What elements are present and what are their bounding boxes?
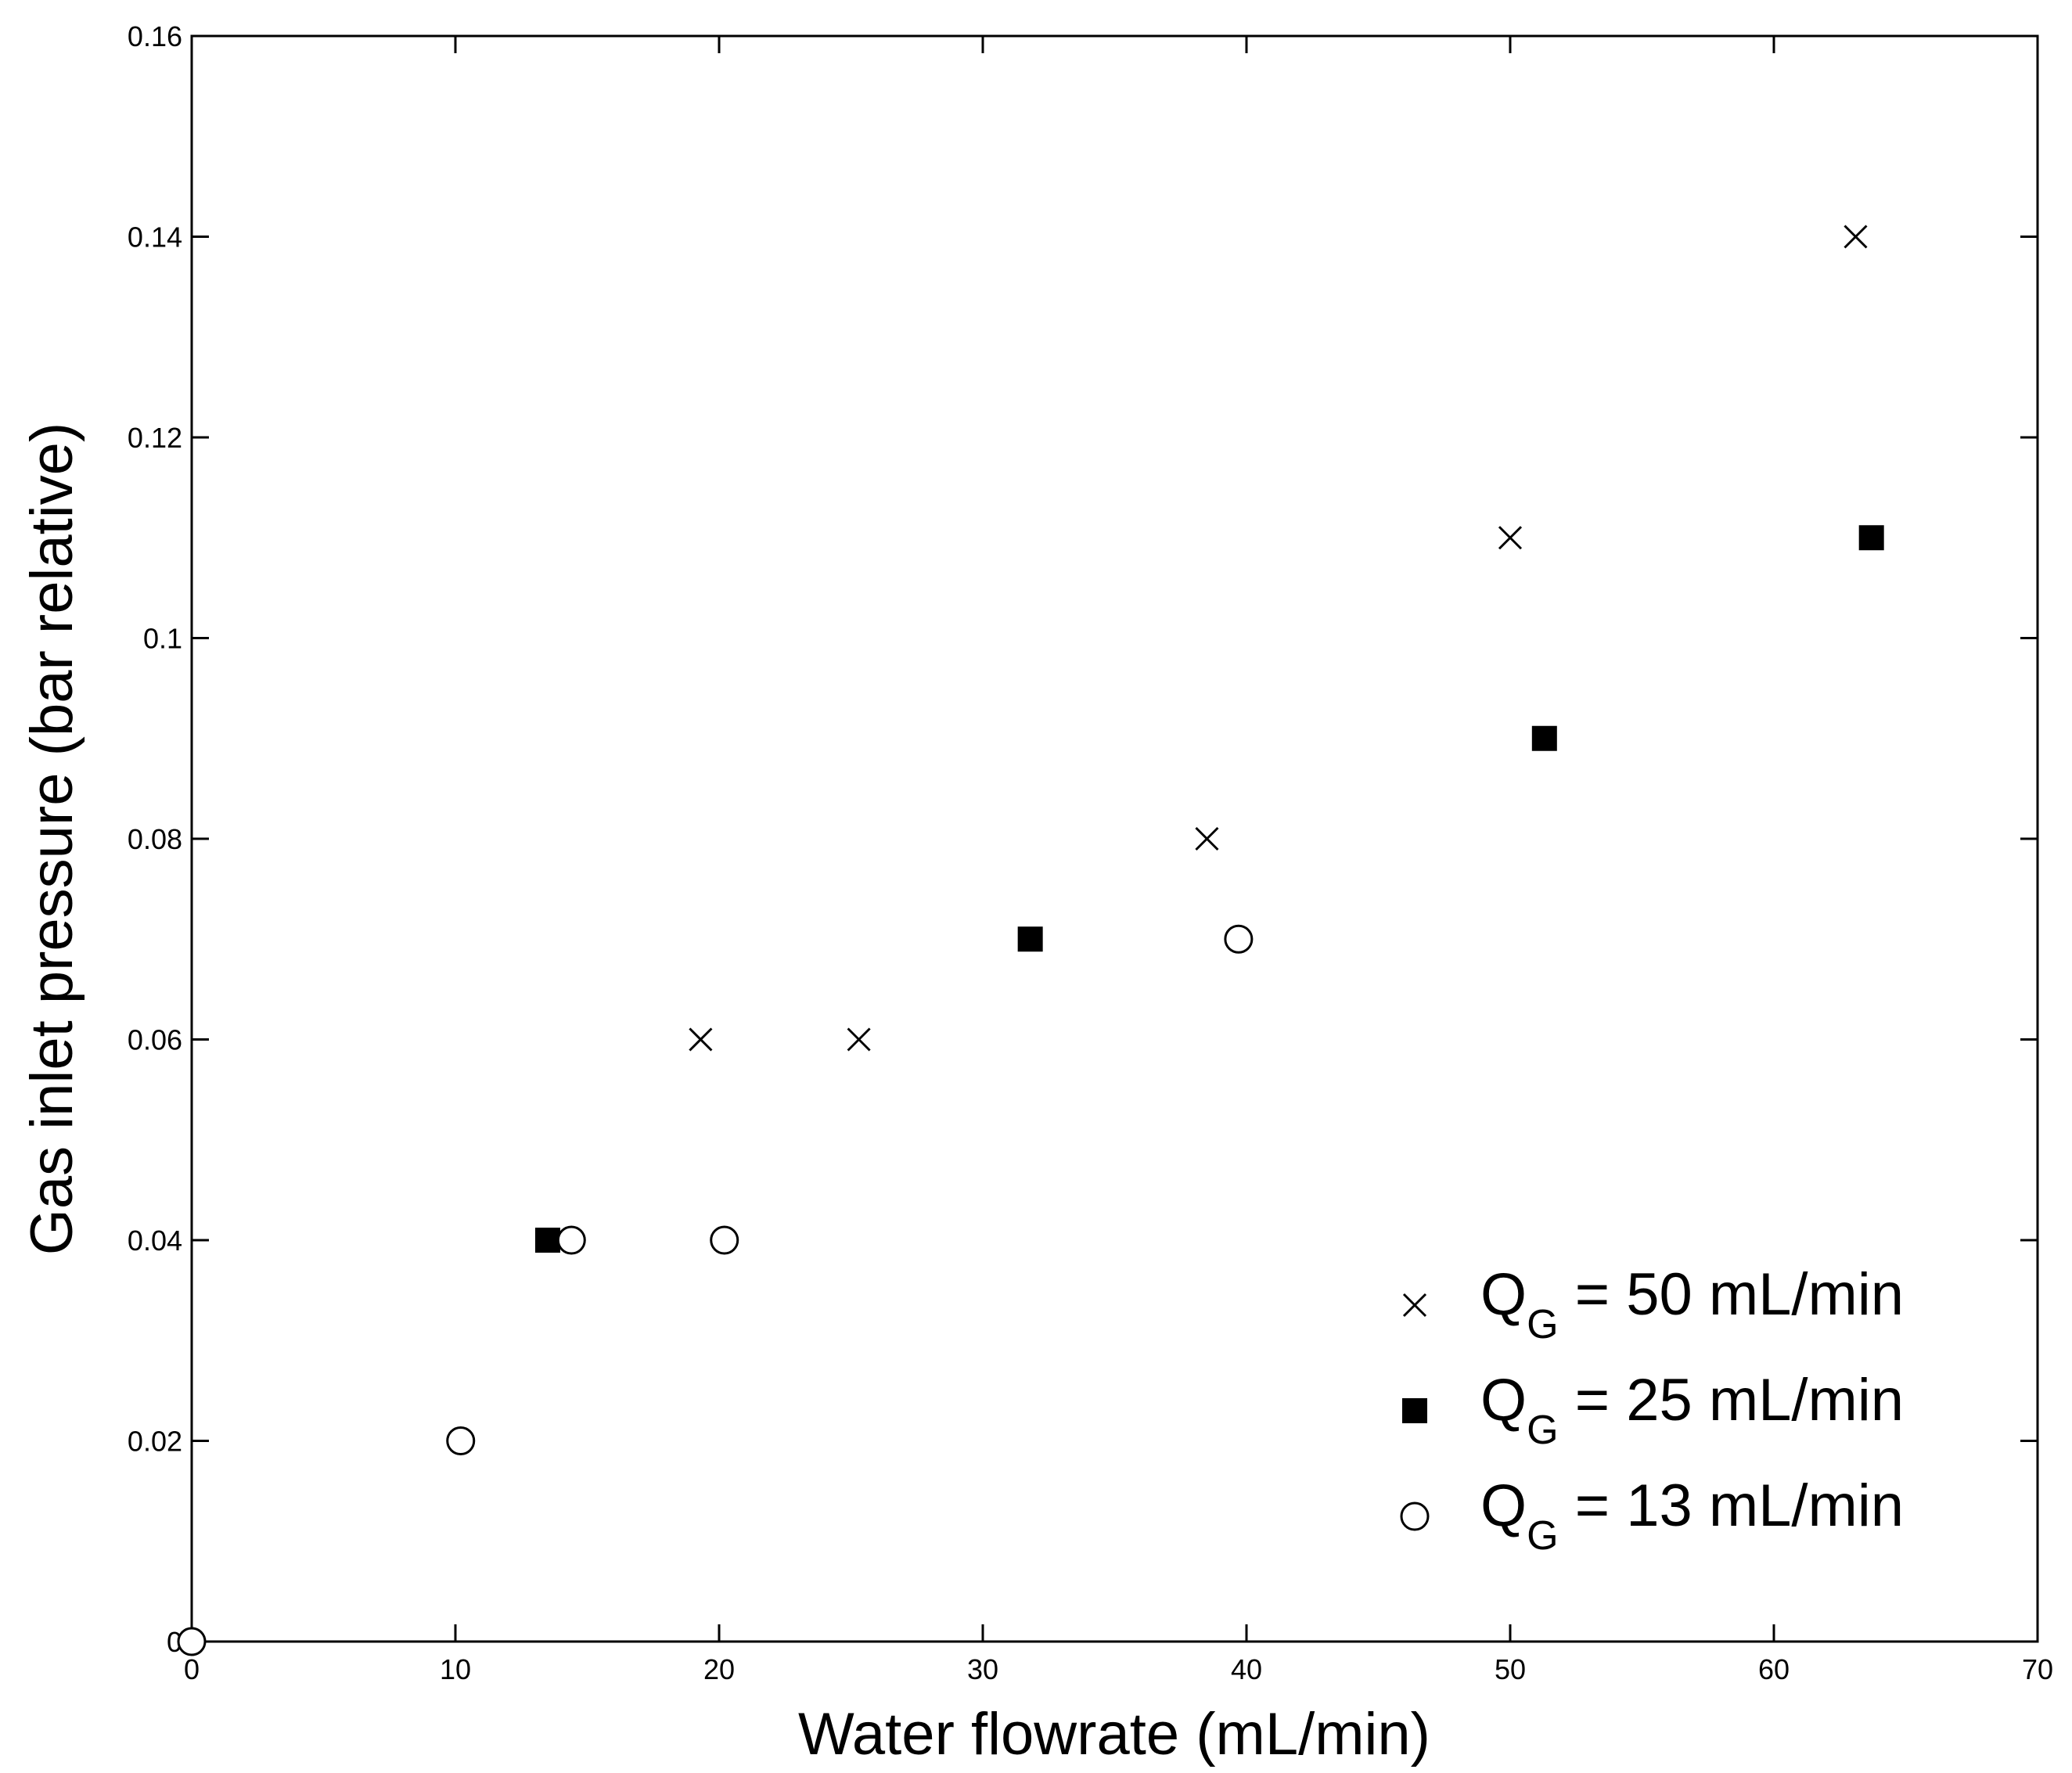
- y-tick-label: 0: [167, 1626, 182, 1658]
- data-point-series-0: [689, 1027, 713, 1052]
- data-point-series-2: [710, 1225, 739, 1255]
- y-tick-label: 0.08: [128, 823, 182, 855]
- legend-symbols: [1400, 1293, 1430, 1531]
- data-point-series-1: [1017, 926, 1043, 952]
- legend-entry-1-sub: G: [1527, 1408, 1558, 1453]
- data-point-series-1: [1858, 525, 1884, 551]
- data-point-series-0: [1195, 826, 1219, 851]
- data-point-series-0-stroke-b: [1195, 826, 1219, 851]
- x-tick-label: 50: [1495, 1653, 1526, 1685]
- y-tick-label: 0.12: [128, 422, 182, 454]
- data-point-series-2: [556, 1225, 586, 1255]
- legend-entry-2-main: Q: [1480, 1473, 1527, 1539]
- data-point-series-0-stroke-b: [847, 1027, 871, 1052]
- x-axis-title: Water flowrate (mL/min): [798, 1701, 1430, 1768]
- legend-entry-1-main: Q: [1480, 1367, 1527, 1433]
- y-tick-label: 0.16: [128, 20, 182, 52]
- legend-symbol-2: [1400, 1501, 1430, 1531]
- legend: QG = 50 mL/min QG = 25 mL/min QG = 13 mL…: [1400, 1261, 1904, 1559]
- data-point-series-1: [1531, 725, 1557, 751]
- x-tick-label: 0: [184, 1653, 200, 1685]
- legend-entry-1: QG = 25 mL/min: [1480, 1367, 1904, 1453]
- legend-entry-0-rest: = 50 mL/min: [1559, 1261, 1904, 1328]
- data-point-series-0-stroke-b: [689, 1027, 713, 1052]
- data-point-series-0-stroke-b: [1498, 526, 1523, 550]
- x-tick-label: 10: [440, 1653, 471, 1685]
- data-points: [177, 225, 1884, 1656]
- data-point-series-0: [1498, 526, 1523, 550]
- y-tick-label: 0.02: [128, 1426, 182, 1458]
- x-tick-label: 60: [1758, 1653, 1790, 1685]
- x-tick-label: 70: [2022, 1653, 2053, 1685]
- x-tick-label: 40: [1231, 1653, 1262, 1685]
- legend-entry-2-sub: G: [1527, 1513, 1558, 1559]
- data-point-series-0: [1844, 225, 1868, 249]
- axis-ticks: 0 10 20 30 40 50 60 70 0 0.02 0.04 0.06 0.08 0.1 0.12 0…: [128, 20, 2053, 1685]
- legend-entry-2-rest: = 13 mL/min: [1559, 1473, 1904, 1539]
- data-point-series-2: [177, 1627, 207, 1656]
- y-tick-label: 0.04: [128, 1225, 182, 1257]
- x-tick-label: 30: [967, 1653, 998, 1685]
- legend-entry-0-main: Q: [1480, 1261, 1527, 1328]
- legend-entry-0: QG = 50 mL/min: [1480, 1261, 1904, 1347]
- legend-entry-2: QG = 13 mL/min: [1480, 1473, 1904, 1559]
- y-tick-label: 0.06: [128, 1024, 182, 1056]
- y-tick-label: 0.14: [128, 221, 182, 254]
- data-point-series-0: [847, 1027, 871, 1052]
- legend-entry-1-rest: = 25 mL/min: [1559, 1367, 1904, 1433]
- legend-entry-0-sub: G: [1527, 1302, 1558, 1347]
- data-point-series-1: [534, 1228, 560, 1253]
- legend-symbol-0: [1402, 1293, 1427, 1318]
- y-axis-title: Gas inlet pressure (bar relative): [19, 423, 85, 1255]
- data-point-series-2: [1224, 924, 1254, 954]
- data-point-series-2: [446, 1426, 476, 1455]
- x-tick-label: 20: [703, 1653, 735, 1685]
- legend-symbol-0-stroke-b: [1402, 1293, 1427, 1318]
- data-point-series-0-stroke-b: [1844, 225, 1868, 249]
- legend-symbol-1: [1402, 1398, 1427, 1423]
- y-tick-label: 0.1: [143, 623, 182, 655]
